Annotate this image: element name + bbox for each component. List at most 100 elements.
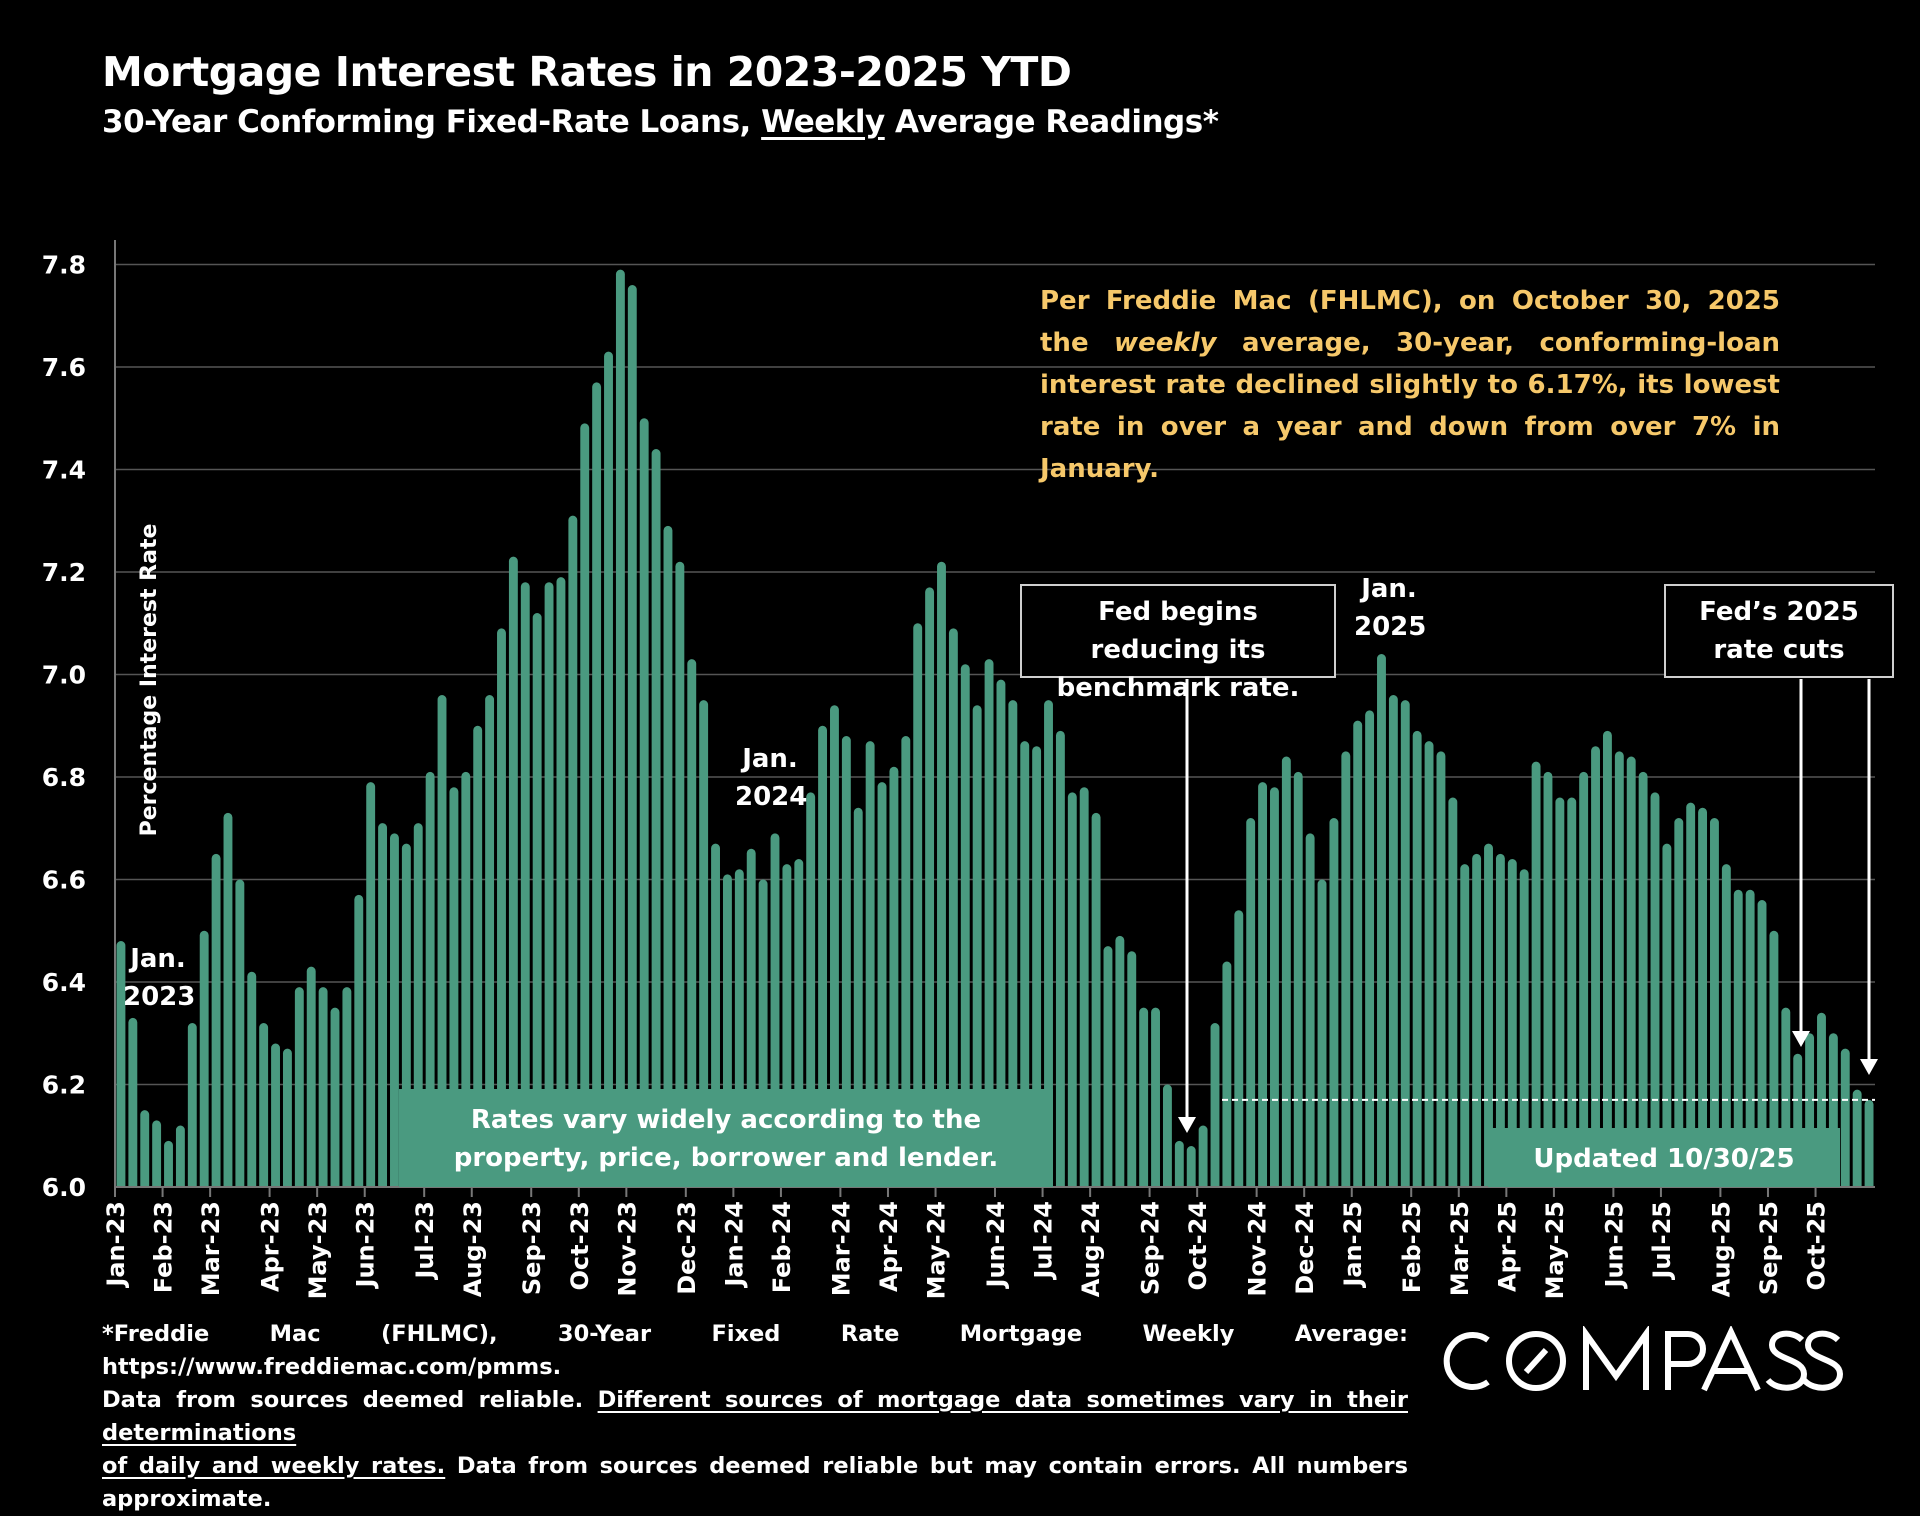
bar-2024-04-11 [901, 736, 911, 1187]
chart-title: Mortgage Interest Rates in 2023-2025 YTD [102, 48, 1072, 96]
bar-2024-12-05 [1305, 833, 1315, 1187]
x-tick-label: Aug-24 [1077, 1201, 1105, 1297]
x-tick-label: Apr-25 [1493, 1201, 1521, 1292]
y-axis-label: Percentage Interest Rate [137, 524, 162, 837]
bar-2024-08-01 [1091, 812, 1101, 1187]
updated-date-badge: Updated 10/30/25 [1488, 1128, 1840, 1187]
bar-2025-04-17 [1531, 761, 1541, 1187]
bar-2023-01-26 [152, 1120, 162, 1187]
y-tick-labels: 6.0 6.2 6.4 6.6 6.8 7.0 7.2 7.4 7.6 7.8 [42, 251, 86, 1203]
bar-2025-10-16 [1840, 1048, 1850, 1187]
axes [114, 240, 1875, 1197]
bar-2024-06-20 [1020, 741, 1030, 1187]
x-tick-label: Jun-23 [352, 1201, 380, 1289]
jan-2023-label: Jan. 2023 [123, 944, 196, 1012]
bar-2023-09-28 [568, 515, 578, 1187]
x-tick-label: Jan-23 [102, 1201, 130, 1289]
bar-2025-02-20 [1436, 751, 1446, 1187]
bar-2025-04-10 [1519, 869, 1529, 1187]
footer-line: of daily and weekly rates. Data from sou… [102, 1450, 1408, 1516]
bar-2023-02-16 [187, 1023, 197, 1187]
subtitle-part: 30-Year Conforming Fixed-Rate Loans, [102, 104, 762, 140]
y-tick-label: 6.6 [42, 866, 86, 895]
bar-2025-10-23 [1852, 1089, 1862, 1187]
bar-2023-09-07 [532, 613, 542, 1187]
bar-2025-09-04 [1769, 930, 1779, 1187]
bar-2024-08-15 [1115, 935, 1125, 1187]
bar-2023-01-05 [116, 941, 126, 1187]
bar-2023-12-07 [687, 659, 697, 1187]
fed-cuts-callout: Fed’s 2025 rate cuts [1664, 584, 1894, 678]
bar-2023-11-30 [675, 561, 685, 1187]
y-tick-label: 7.6 [42, 353, 86, 382]
rates-vary-note: Rates vary widely according to the prope… [399, 1089, 1053, 1187]
x-tick-label: Jul-23 [411, 1201, 439, 1281]
bar-2025-06-26 [1650, 792, 1660, 1187]
note-text: average, 30-year, conforming-loan intere… [1040, 328, 1781, 484]
bar-2023-04-06 [271, 1043, 280, 1187]
bar-2024-10-03 [1198, 1125, 1208, 1187]
bar-2025-01-30 [1400, 700, 1410, 1187]
x-tick-label: May-25 [1541, 1201, 1569, 1299]
bar-2024-11-07 [1258, 782, 1268, 1187]
bar-2023-11-09 [639, 418, 649, 1187]
bar-2024-03-28 [877, 782, 887, 1187]
bar-2023-09-14 [544, 582, 554, 1187]
bar-2024-10-31 [1246, 818, 1256, 1187]
bar-2023-08-03 [473, 725, 483, 1187]
bar-2024-06-13 [1008, 700, 1018, 1187]
bar-2025-08-07 [1721, 864, 1731, 1187]
bar-2024-07-25 [1079, 787, 1089, 1187]
bar-2024-05-09 [948, 628, 958, 1187]
bar-2024-09-05 [1151, 1007, 1160, 1187]
bar-2023-04-27 [306, 966, 316, 1187]
bar-2025-08-21 [1745, 889, 1755, 1187]
bar-2023-08-24 [508, 556, 518, 1187]
bar-2023-05-11 [330, 1007, 340, 1187]
bar-2023-06-01 [366, 782, 376, 1187]
bar-2025-08-28 [1757, 900, 1767, 1187]
bar-2023-11-16 [651, 449, 661, 1187]
bar-2023-03-09 [223, 812, 233, 1187]
bar-2024-05-30 [984, 659, 994, 1187]
bar-2023-02-02 [164, 1140, 173, 1187]
bar-2023-08-10 [485, 695, 495, 1187]
bar-2023-04-13 [282, 1048, 292, 1187]
y-tick-label: 7.0 [42, 661, 86, 690]
bar-2024-06-06 [996, 679, 1006, 1187]
footer-text: Data from sources deemed reliable. [102, 1387, 598, 1413]
fed-begins-callout: Fed begins reducing its benchmark rate. [1020, 584, 1336, 703]
bar-2025-01-23 [1388, 695, 1398, 1187]
bar-2024-07-04 [1044, 700, 1053, 1187]
x-tick-label: Nov-23 [613, 1201, 641, 1297]
y-tick-label: 7.2 [42, 558, 86, 587]
bar-2024-08-29 [1139, 1007, 1149, 1187]
bar-2025-05-15 [1579, 771, 1589, 1187]
x-tick-label: Feb-23 [150, 1201, 178, 1293]
bar-2023-05-18 [342, 987, 352, 1187]
x-tick-label: Jun-25 [1600, 1201, 1628, 1289]
x-tick-label: Dec-23 [673, 1201, 701, 1295]
bar-2023-09-21 [556, 577, 566, 1187]
x-tick-label: Oct-25 [1803, 1201, 1831, 1290]
bar-2024-10-10 [1210, 1023, 1220, 1187]
chart-subtitle: 30-Year Conforming Fixed-Rate Loans, Wee… [102, 104, 1219, 140]
bar-2024-02-29 [830, 705, 839, 1187]
y-tick-label: 7.8 [42, 251, 86, 280]
bar-2024-09-19 [1174, 1140, 1184, 1187]
bar-2025-08-14 [1733, 889, 1743, 1187]
subtitle-part: Average Readings* [884, 104, 1219, 140]
x-tick-label: Apr-24 [875, 1201, 903, 1292]
bar-2025-05-29 [1602, 730, 1612, 1187]
bar-2024-02-22 [818, 725, 828, 1187]
bar-2023-03-30 [259, 1023, 269, 1187]
bar-2025-02-27 [1448, 797, 1458, 1187]
bar-2025-07-17 [1686, 802, 1696, 1187]
x-tick-label: Jul-24 [1030, 1201, 1058, 1281]
bar-2023-10-26 [615, 269, 625, 1187]
bar-2025-06-19 [1638, 771, 1648, 1187]
bar-2023-03-23 [247, 971, 257, 1187]
bar-2025-02-06 [1412, 730, 1422, 1187]
x-tick-label: Apr-23 [257, 1201, 285, 1292]
bar-2025-03-20 [1484, 843, 1493, 1187]
